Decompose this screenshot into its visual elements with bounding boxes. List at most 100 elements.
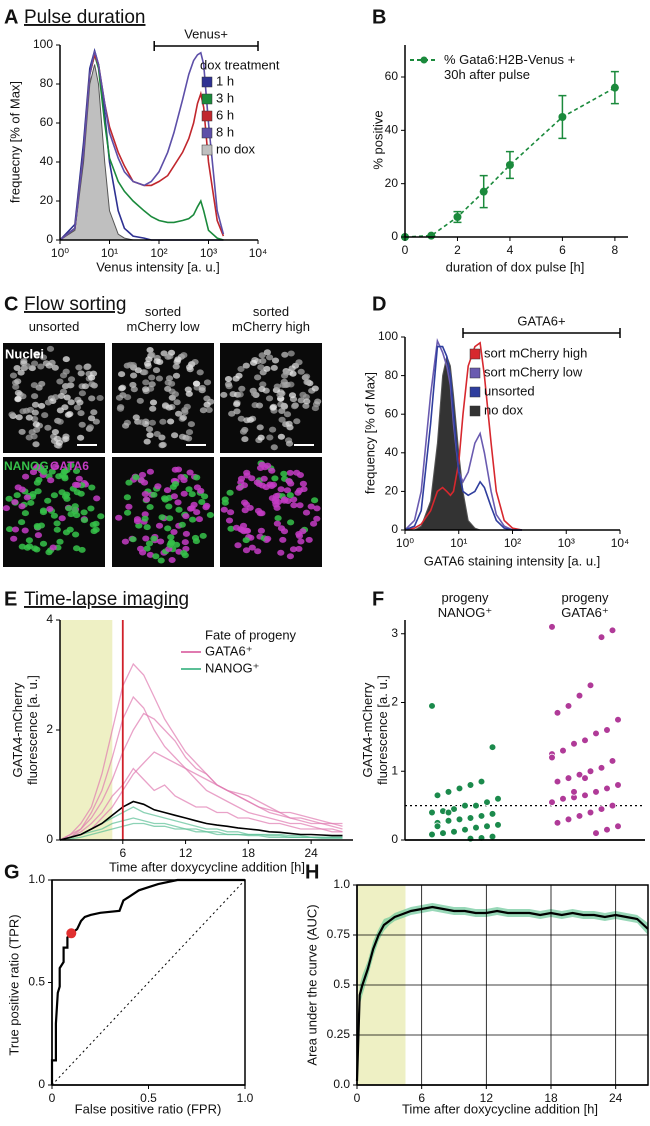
nucleus: [83, 364, 91, 371]
nucleus: [171, 391, 179, 398]
data-point: [608, 626, 617, 635]
nucleus: [125, 479, 133, 486]
data-point: [444, 788, 453, 796]
data-point: [592, 829, 600, 837]
nucleus: [273, 504, 281, 511]
nucleus: [44, 424, 52, 431]
nucleus: [280, 470, 288, 477]
data-point: [548, 753, 556, 762]
nucleus: [44, 497, 52, 504]
x-tick-label: 10²: [150, 246, 167, 260]
nucleus: [205, 407, 213, 413]
nucleus: [55, 439, 64, 446]
data-point: [581, 791, 589, 800]
nucleus: [148, 419, 156, 426]
y-axis-title: GATA4-mCherry fluorescence [a. u.]: [360, 675, 390, 785]
data-point: [586, 767, 595, 776]
y-tick-label: 60: [40, 115, 54, 129]
data-point: [477, 812, 486, 820]
nucleus: [130, 372, 138, 379]
panel-letter: H: [305, 861, 319, 883]
nucleus: [52, 463, 60, 470]
data-point: [488, 743, 497, 751]
x-tick-label: 6: [559, 243, 566, 257]
nucleus: [30, 393, 39, 400]
nucleus: [23, 363, 31, 370]
nucleus: [236, 391, 244, 398]
nucleus: [224, 381, 233, 388]
x-tick-label: 0: [354, 1091, 361, 1105]
nucleus: [193, 509, 201, 516]
nucleus: [295, 545, 303, 552]
y-tick-label: 20: [40, 193, 54, 207]
x-tick-label: 10⁴: [611, 536, 630, 550]
nucleus: [246, 416, 254, 423]
legend-label: 6 h: [216, 107, 234, 122]
nucleus: [115, 514, 123, 521]
nucleus: [32, 421, 40, 428]
nucleus: [254, 374, 262, 381]
nucleus: [166, 542, 174, 548]
nucleus: [88, 374, 96, 381]
nucleus: [268, 467, 276, 474]
bracket-label: GATA6+: [517, 313, 565, 328]
nucleus: [279, 382, 287, 388]
legend-swatch: [469, 348, 481, 360]
nucleus: [178, 521, 186, 528]
y-tick-label: 100: [33, 37, 53, 51]
nucleus: [289, 370, 297, 377]
nucleus: [14, 378, 22, 385]
nucleus: [158, 514, 166, 521]
data-point: [483, 822, 491, 831]
nucleus: [164, 385, 172, 392]
data-point: [614, 715, 622, 724]
nucleus: [281, 351, 289, 358]
nucleus: [62, 356, 70, 363]
panel-letter: B: [372, 6, 386, 28]
nucleus: [76, 399, 84, 406]
nucleus: [198, 499, 206, 505]
nucleus: [302, 394, 310, 400]
nucleus: [255, 402, 264, 409]
nucleus: [46, 345, 55, 352]
nucleus: [313, 505, 321, 512]
nucleus: [141, 491, 149, 497]
nucleus: [235, 484, 244, 491]
nucleus: [118, 371, 126, 378]
nucleus: [234, 542, 242, 549]
series-line: [404, 337, 522, 531]
y-tick-label: 0: [391, 832, 398, 846]
data-point: [570, 739, 578, 748]
nucleus: [254, 548, 262, 555]
data-point: [559, 746, 567, 755]
nucleus: [124, 509, 132, 516]
nucleus: [302, 402, 310, 409]
nucleus: [307, 503, 315, 510]
nucleus: [34, 463, 42, 470]
nucleus: [132, 414, 140, 421]
series-line: [355, 905, 649, 1082]
nucleus: [165, 375, 174, 382]
nucleus: [180, 352, 188, 359]
nucleus: [31, 416, 39, 422]
x-axis-title: GATA6 staining intensity [a. u.]: [424, 553, 601, 568]
nucleus: [14, 389, 22, 396]
data-point: [505, 161, 514, 169]
nucleus: [282, 369, 290, 376]
y-axis-title: Area under the curve (AUC): [304, 904, 320, 1066]
nucleus: [144, 360, 152, 367]
nucleus: [56, 418, 64, 425]
nucleus: [124, 394, 132, 401]
y-tick-label: 0.5: [333, 977, 350, 991]
nucleus: [30, 382, 38, 389]
nucleus: [186, 364, 194, 371]
nucleus: [311, 497, 319, 504]
plot-frame: [51, 879, 246, 1086]
nucleus: [293, 469, 301, 476]
nucleus: [50, 512, 59, 519]
nucleus: [148, 351, 156, 358]
x-tick-label: 10¹: [450, 536, 467, 550]
data-point: [581, 736, 589, 745]
data-point: [488, 810, 497, 818]
